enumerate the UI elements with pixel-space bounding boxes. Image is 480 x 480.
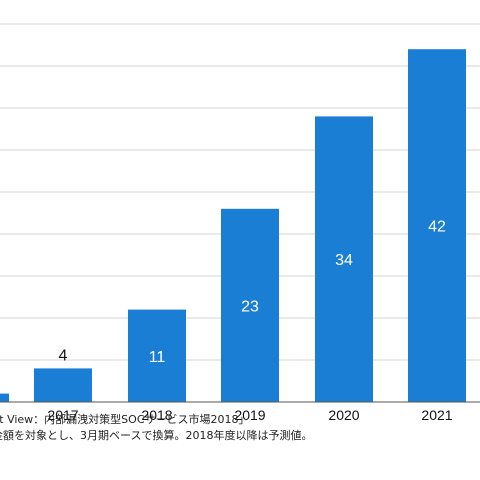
data-label-2021: 42 [428, 219, 446, 236]
bars: 4 11 23 34 42 [0, 49, 466, 403]
bar-2021 [408, 49, 466, 402]
bar-2019 [221, 208, 279, 402]
x-tick-2019: 2019 [234, 407, 265, 423]
x-tick-2021: 2021 [421, 407, 452, 423]
source-note-line-2: 金額を対象とし、3月期ベースで換算。2018年度以降は予測値。 [0, 429, 313, 442]
data-label-2020: 34 [335, 252, 353, 269]
bar-2020 [315, 116, 373, 403]
data-label-2017: 4 [59, 347, 68, 364]
x-tick-2018: 2018 [141, 407, 172, 423]
x-tick-labels: 2017 2018 2019 2020 2021 [47, 407, 452, 423]
x-tick-2020: 2020 [328, 407, 359, 423]
source-note-line-1: rket View：内部漏洩対策型SOCサービス市場2018」 [0, 413, 250, 426]
data-label-2018: 11 [149, 349, 166, 366]
bar-2018 [128, 309, 186, 402]
gridlines [0, 23, 480, 361]
bar-2017 [34, 368, 92, 402]
bar-2016 [0, 393, 9, 402]
x-tick-2017: 2017 [47, 407, 78, 423]
data-label-2019: 23 [241, 298, 259, 315]
